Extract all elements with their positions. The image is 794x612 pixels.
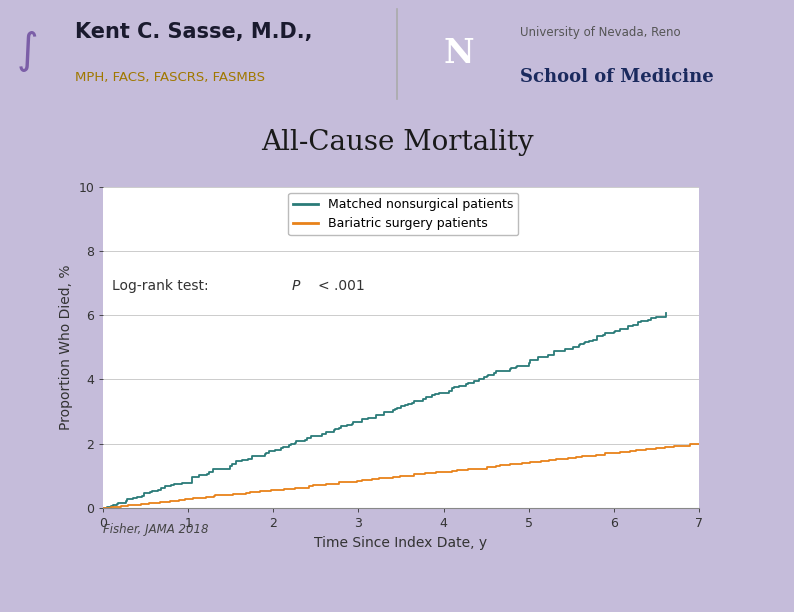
Text: Kent C. Sasse, M.D.,: Kent C. Sasse, M.D., xyxy=(75,22,313,42)
Text: ∫: ∫ xyxy=(17,31,39,72)
Text: All-Cause Mortality: All-Cause Mortality xyxy=(260,129,534,156)
Text: P: P xyxy=(292,279,300,293)
Y-axis label: Proportion Who Died, %: Proportion Who Died, % xyxy=(59,264,73,430)
Text: School of Medicine: School of Medicine xyxy=(520,68,714,86)
Text: N: N xyxy=(443,37,474,70)
Text: < .001: < .001 xyxy=(318,279,364,293)
Text: Fisher, JAMA 2018: Fisher, JAMA 2018 xyxy=(103,523,209,536)
Legend: Matched nonsurgical patients, Bariatric surgery patients: Matched nonsurgical patients, Bariatric … xyxy=(288,193,518,235)
Text: University of Nevada, Reno: University of Nevada, Reno xyxy=(520,26,680,39)
X-axis label: Time Since Index Date, y: Time Since Index Date, y xyxy=(314,536,488,550)
Text: MPH, FACS, FASCRS, FASMBS: MPH, FACS, FASCRS, FASMBS xyxy=(75,70,265,84)
Text: Log-rank test:: Log-rank test: xyxy=(112,279,213,293)
